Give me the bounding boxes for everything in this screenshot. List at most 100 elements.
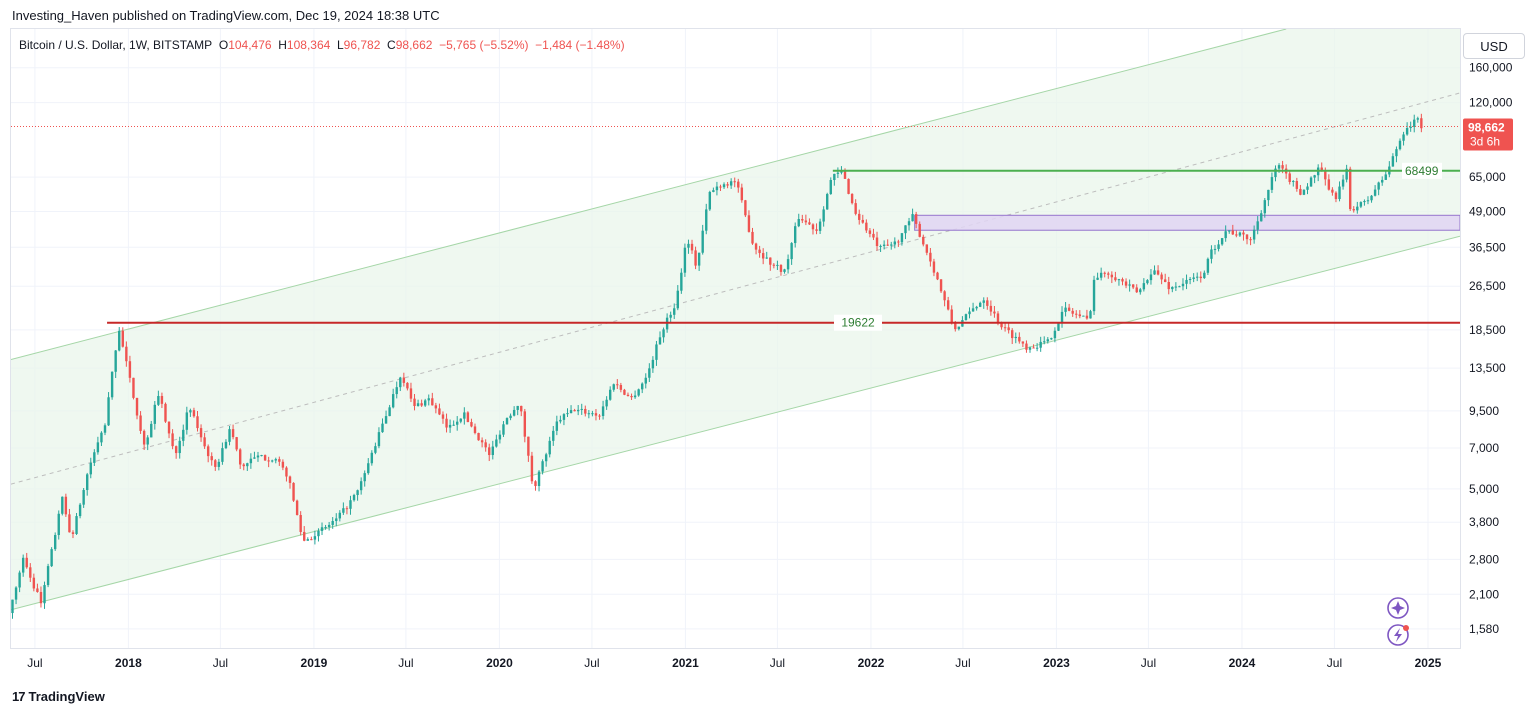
candle-body	[729, 181, 733, 186]
candle-body	[171, 433, 174, 447]
time-tick-label: 2021	[672, 656, 699, 670]
candle-body	[488, 447, 491, 456]
candle-body	[445, 418, 448, 428]
candle-body	[804, 220, 808, 223]
candle-body	[954, 322, 957, 330]
candle-body	[1114, 277, 1117, 281]
candle-body	[292, 482, 295, 501]
candle-body	[939, 279, 943, 292]
candle-body	[1089, 311, 1092, 319]
candle-body	[75, 516, 78, 534]
publisher-line: Investing_Haven published on TradingView…	[12, 8, 440, 23]
candle-body	[662, 329, 665, 338]
candle-body	[423, 400, 427, 406]
candle-body	[1405, 128, 1409, 135]
price-tick-label: 65,000	[1469, 170, 1506, 184]
candle-body	[826, 194, 829, 210]
candle-body	[46, 566, 50, 586]
candle-body	[747, 215, 751, 232]
candle-body	[1053, 330, 1057, 339]
candle-body	[786, 259, 790, 270]
candle-body	[950, 309, 953, 323]
accumulation-zone[interactable]	[914, 214, 1460, 231]
candle-body	[50, 549, 53, 567]
candle-body	[427, 398, 430, 401]
candle-body	[722, 184, 726, 188]
candle-body	[790, 243, 793, 260]
candle-body	[530, 455, 534, 482]
candle-body	[772, 264, 776, 266]
price-axis[interactable]: 160,000 120,000 65,000 49,000 36,500 26,500 18…	[1469, 61, 1513, 636]
candle-body	[1131, 284, 1135, 288]
channel-mid-line[interactable]	[11, 92, 1460, 485]
time-tick-label: Jul	[1327, 656, 1342, 670]
candle-body	[1021, 341, 1025, 344]
tradingview-logo-icon: 17	[12, 689, 26, 704]
candle-body	[971, 308, 975, 312]
candle-body	[324, 527, 327, 529]
candle-body	[196, 416, 199, 429]
candle-body	[843, 171, 847, 179]
candle-body	[512, 409, 516, 416]
candle-body	[1313, 175, 1316, 178]
sparkle-icon[interactable]	[1387, 597, 1409, 619]
candle-body	[1107, 273, 1110, 275]
candle-body	[1228, 230, 1231, 232]
candle-body	[573, 410, 576, 412]
candle-body	[566, 413, 569, 415]
resistance-label-bg	[1402, 162, 1442, 179]
candle-body	[1370, 195, 1373, 201]
candle-body	[267, 460, 270, 462]
time-tick-label: 2019	[301, 656, 328, 670]
candle-body	[601, 406, 605, 417]
time-axis[interactable]: Jul 2018 Jul 2019 Jul 2020 Jul 2021 Jul 2022 Jul 20…	[27, 656, 1441, 670]
candle-body	[1025, 343, 1028, 350]
candle-body	[39, 591, 43, 604]
candle-body	[637, 389, 640, 396]
candle-body	[1381, 179, 1384, 183]
candle-body	[107, 397, 110, 426]
time-tick-label: 2022	[858, 656, 885, 670]
candle-body	[256, 455, 260, 458]
candle-body	[1309, 177, 1313, 187]
legend-low: 96,782	[343, 38, 381, 52]
candle-body	[993, 311, 996, 314]
candle-body	[203, 437, 206, 447]
channel-lower-line[interactable]	[11, 235, 1460, 611]
currency-button[interactable]: USD	[1463, 33, 1525, 59]
candle-body	[989, 305, 993, 312]
candle-body	[498, 434, 502, 440]
channel-upper-line[interactable]	[11, 29, 1287, 360]
candle-body	[132, 377, 135, 398]
candle-body	[1299, 188, 1302, 195]
candle-body	[914, 214, 918, 224]
candle-body	[580, 408, 583, 410]
candle-body	[1185, 279, 1188, 284]
candle-body	[1348, 168, 1352, 210]
candle-body	[463, 412, 466, 419]
candle-body	[897, 241, 900, 243]
time-tick-label: 2020	[486, 656, 513, 670]
candle-body	[409, 388, 413, 399]
candle-body	[278, 459, 281, 462]
tradingview-logo[interactable]: 17 TradingView	[12, 689, 105, 704]
candle-body	[36, 588, 39, 592]
lightning-icon[interactable]	[1387, 624, 1409, 646]
candle-body	[584, 408, 587, 414]
candle-body	[946, 300, 950, 310]
candle-body	[118, 330, 121, 351]
legend-symbol: Bitcoin / U.S. Dollar, 1W, BITSTAMP	[19, 38, 213, 52]
candle-body	[612, 384, 615, 390]
candle-body	[868, 230, 872, 234]
candle-body	[370, 452, 374, 464]
candle-body	[712, 190, 715, 192]
candle-body	[214, 460, 217, 467]
candle-body	[57, 513, 60, 536]
candle-body	[847, 178, 850, 194]
chart-pane[interactable]	[10, 28, 1461, 649]
candle-body	[68, 514, 71, 533]
candle-body	[1011, 330, 1014, 339]
candle-body	[1196, 276, 1199, 278]
candle-body	[320, 527, 324, 531]
